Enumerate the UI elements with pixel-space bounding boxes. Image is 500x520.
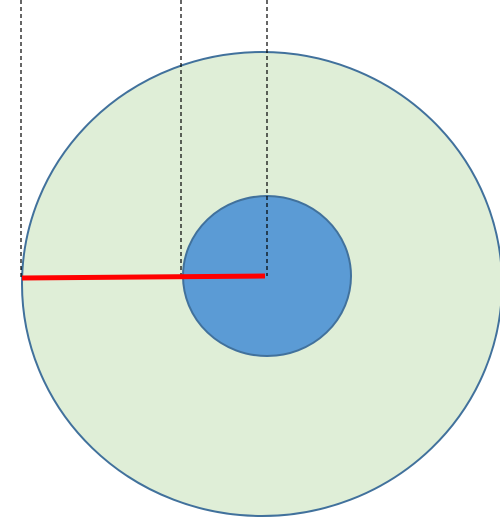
radius-line (21, 273, 266, 281)
